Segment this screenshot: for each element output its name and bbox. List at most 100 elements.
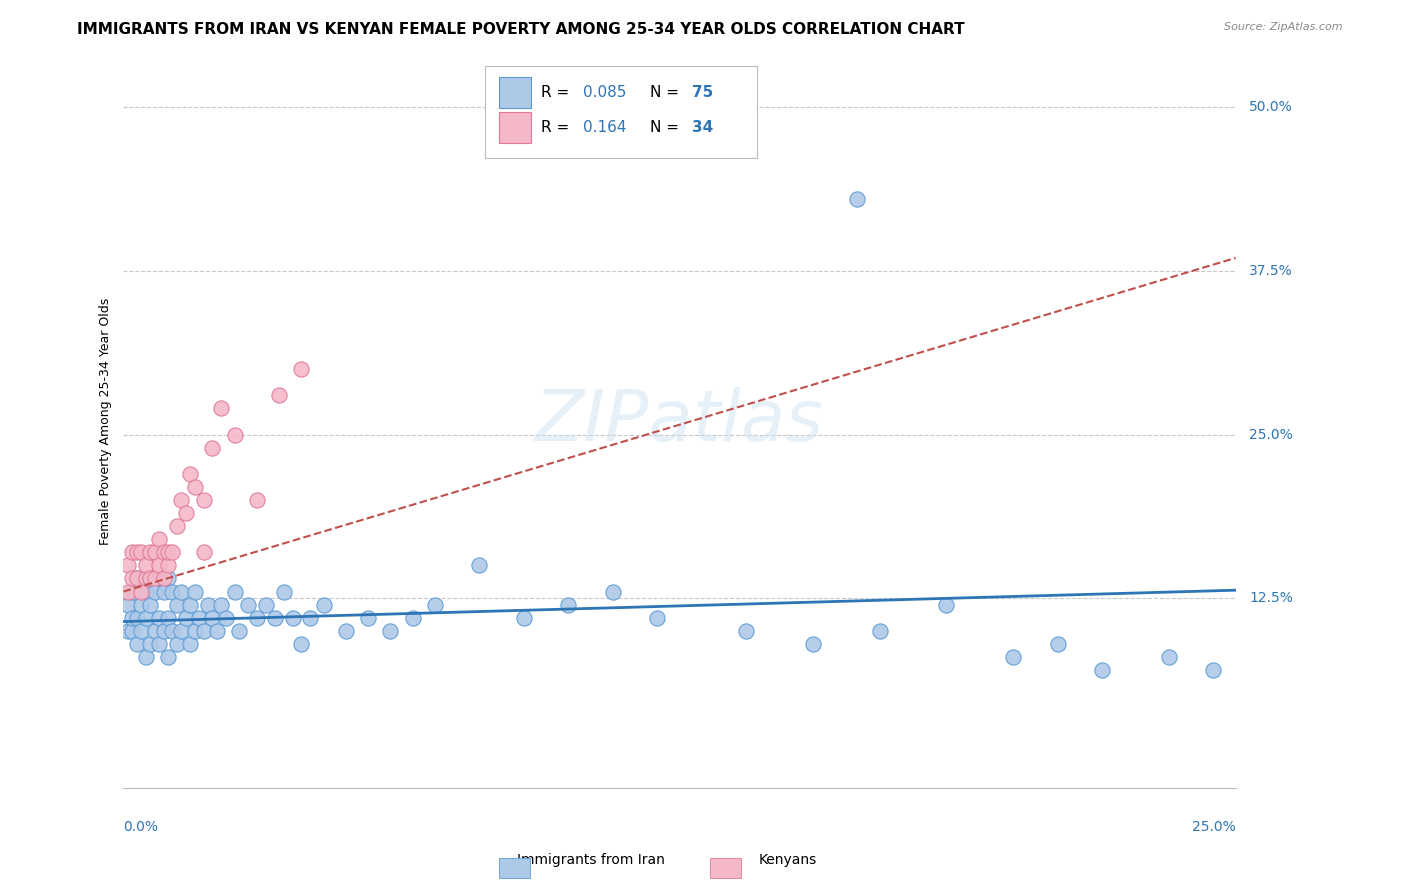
Point	[380, 624, 402, 638]
Text: 50.0%: 50.0%	[1249, 101, 1292, 114]
Point	[193, 492, 215, 507]
Text: 25.0%: 25.0%	[1192, 821, 1236, 834]
Point	[125, 571, 148, 585]
Point	[201, 441, 224, 455]
Point	[224, 584, 246, 599]
Point	[125, 571, 148, 585]
Point	[183, 480, 205, 494]
Point	[174, 506, 197, 520]
Point	[357, 610, 380, 624]
Point	[129, 598, 152, 612]
Point	[135, 584, 157, 599]
Point	[139, 598, 162, 612]
Point	[135, 571, 157, 585]
Point	[125, 545, 148, 559]
Point	[117, 584, 139, 599]
Text: 0.085: 0.085	[583, 85, 626, 100]
Point	[312, 598, 335, 612]
Text: ZIPatlas: ZIPatlas	[536, 387, 824, 456]
Point	[121, 545, 143, 559]
Text: 0.0%: 0.0%	[124, 821, 159, 834]
Point	[117, 624, 139, 638]
Point	[156, 571, 179, 585]
Text: R =: R =	[540, 85, 574, 100]
Point	[148, 571, 170, 585]
Point	[869, 624, 891, 638]
Point	[156, 545, 179, 559]
Point	[215, 610, 238, 624]
Point	[197, 598, 219, 612]
Point	[1202, 663, 1225, 677]
Point	[174, 610, 197, 624]
Point	[209, 401, 232, 416]
Point	[152, 584, 174, 599]
Point	[121, 584, 143, 599]
Point	[183, 584, 205, 599]
Point	[179, 598, 201, 612]
Point	[139, 571, 162, 585]
Point	[135, 649, 157, 664]
Point	[602, 584, 624, 599]
Text: 37.5%: 37.5%	[1249, 264, 1292, 278]
Point	[166, 637, 188, 651]
Point	[121, 571, 143, 585]
Point	[1002, 649, 1025, 664]
Point	[139, 571, 162, 585]
Point	[170, 492, 193, 507]
Text: IMMIGRANTS FROM IRAN VS KENYAN FEMALE POVERTY AMONG 25-34 YEAR OLDS CORRELATION : IMMIGRANTS FROM IRAN VS KENYAN FEMALE PO…	[77, 22, 965, 37]
Point	[246, 492, 269, 507]
Point	[179, 637, 201, 651]
Text: N =: N =	[650, 85, 683, 100]
Point	[152, 624, 174, 638]
Point	[188, 610, 211, 624]
Text: Source: ZipAtlas.com: Source: ZipAtlas.com	[1225, 22, 1343, 32]
Point	[224, 427, 246, 442]
Point	[148, 558, 170, 573]
Text: R =: R =	[540, 120, 574, 136]
Point	[846, 192, 869, 206]
Point	[647, 610, 669, 624]
Y-axis label: Female Poverty Among 25-34 Year Olds: Female Poverty Among 25-34 Year Olds	[100, 298, 112, 545]
Text: 25.0%: 25.0%	[1249, 427, 1292, 442]
Text: Immigrants from Iran: Immigrants from Iran	[516, 853, 665, 867]
Point	[290, 637, 312, 651]
Point	[162, 545, 184, 559]
Point	[143, 571, 166, 585]
Point	[162, 584, 184, 599]
Text: 0.164: 0.164	[583, 120, 626, 136]
Point	[148, 532, 170, 546]
Point	[205, 624, 228, 638]
Point	[129, 624, 152, 638]
Point	[935, 598, 957, 612]
Point	[281, 610, 304, 624]
Point	[263, 610, 285, 624]
Point	[152, 571, 174, 585]
Point	[1157, 649, 1180, 664]
Point	[135, 610, 157, 624]
Point	[162, 624, 184, 638]
Point	[557, 598, 579, 612]
Point	[201, 610, 224, 624]
Point	[269, 388, 291, 402]
FancyBboxPatch shape	[499, 112, 530, 143]
Point	[193, 545, 215, 559]
Point	[156, 558, 179, 573]
Point	[299, 610, 322, 624]
Point	[121, 624, 143, 638]
Point	[179, 467, 201, 481]
Point	[156, 610, 179, 624]
Point	[1046, 637, 1069, 651]
Point	[209, 598, 232, 612]
Text: 12.5%: 12.5%	[1249, 591, 1294, 605]
Point	[236, 598, 259, 612]
Point	[290, 362, 312, 376]
Point	[170, 584, 193, 599]
Point	[513, 610, 536, 624]
Point	[135, 558, 157, 573]
Point	[183, 624, 205, 638]
Text: 75: 75	[692, 85, 713, 100]
Text: Kenyans: Kenyans	[758, 853, 817, 867]
Point	[143, 624, 166, 638]
Point	[166, 519, 188, 533]
Point	[468, 558, 491, 573]
